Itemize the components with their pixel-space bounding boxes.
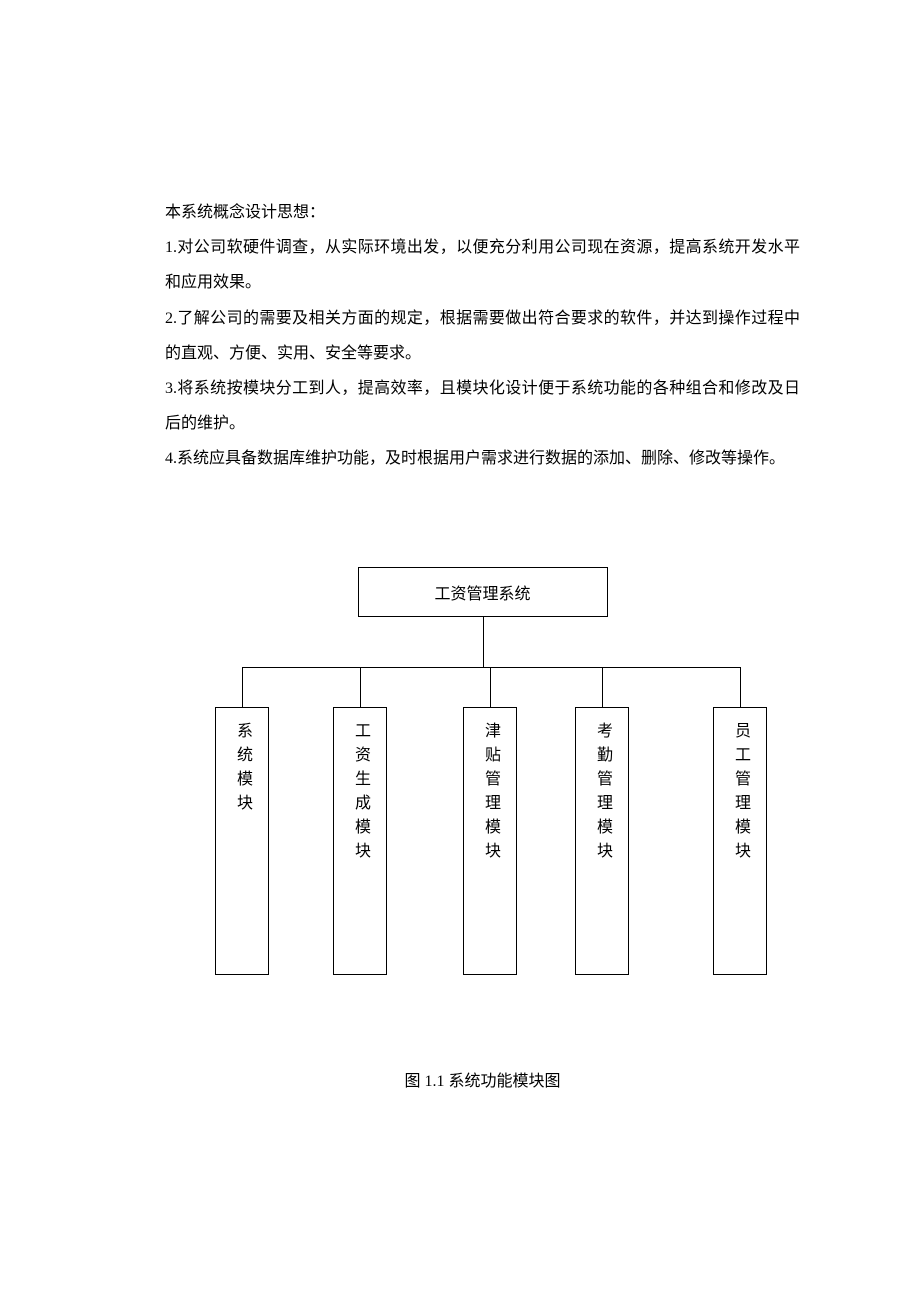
intro-heading: 本系统概念设计思想： [165,195,800,230]
child-node-label: 工资生成模块 [352,722,368,866]
child-node-label: 津贴管理模块 [482,722,498,866]
design-point-3: 3.将系统按模块分工到人，提高效率，且模块化设计便于系统功能的各种组合和修改及日… [165,371,800,441]
child-node-label: 考勤管理模块 [594,722,610,866]
tree-child-node: 考勤管理模块 [575,707,629,975]
child-node-label: 员工管理模块 [732,722,748,866]
tree-connector [740,667,741,707]
tree-trunk-line [483,617,484,667]
document-content: 本系统概念设计思想： 1.对公司软硬件调查，从实际环境出发，以便充分利用公司现在… [0,0,920,1091]
tree-connector [602,667,603,707]
design-point-1: 1.对公司软硬件调查，从实际环境出发，以便充分利用公司现在资源，提高系统开发水平… [165,230,800,300]
tree-child-node: 津贴管理模块 [463,707,517,975]
tree-child-node: 工资生成模块 [333,707,387,975]
tree-horizontal-line [242,667,740,668]
tree-connector [242,667,243,707]
design-point-4: 4.系统应具备数据库维护功能，及时根据用户需求进行数据的添加、删除、修改等操作。 [165,441,800,476]
child-node-label: 系统模块 [234,722,250,818]
tree-root-node: 工资管理系统 [358,567,608,617]
figure-caption: 图 1.1 系统功能模块图 [165,1067,800,1091]
module-tree-diagram: 工资管理系统 系统模块 工资生成模块 津贴管理模块 考勤管理模块 员工管理模块 [165,567,800,1017]
tree-child-node: 员工管理模块 [713,707,767,975]
design-point-2: 2.了解公司的需要及相关方面的规定，根据需要做出符合要求的软件，并达到操作过程中… [165,301,800,371]
tree-child-node: 系统模块 [215,707,269,975]
root-label: 工资管理系统 [434,580,530,604]
tree-connector [360,667,361,707]
tree-connector [490,667,491,707]
